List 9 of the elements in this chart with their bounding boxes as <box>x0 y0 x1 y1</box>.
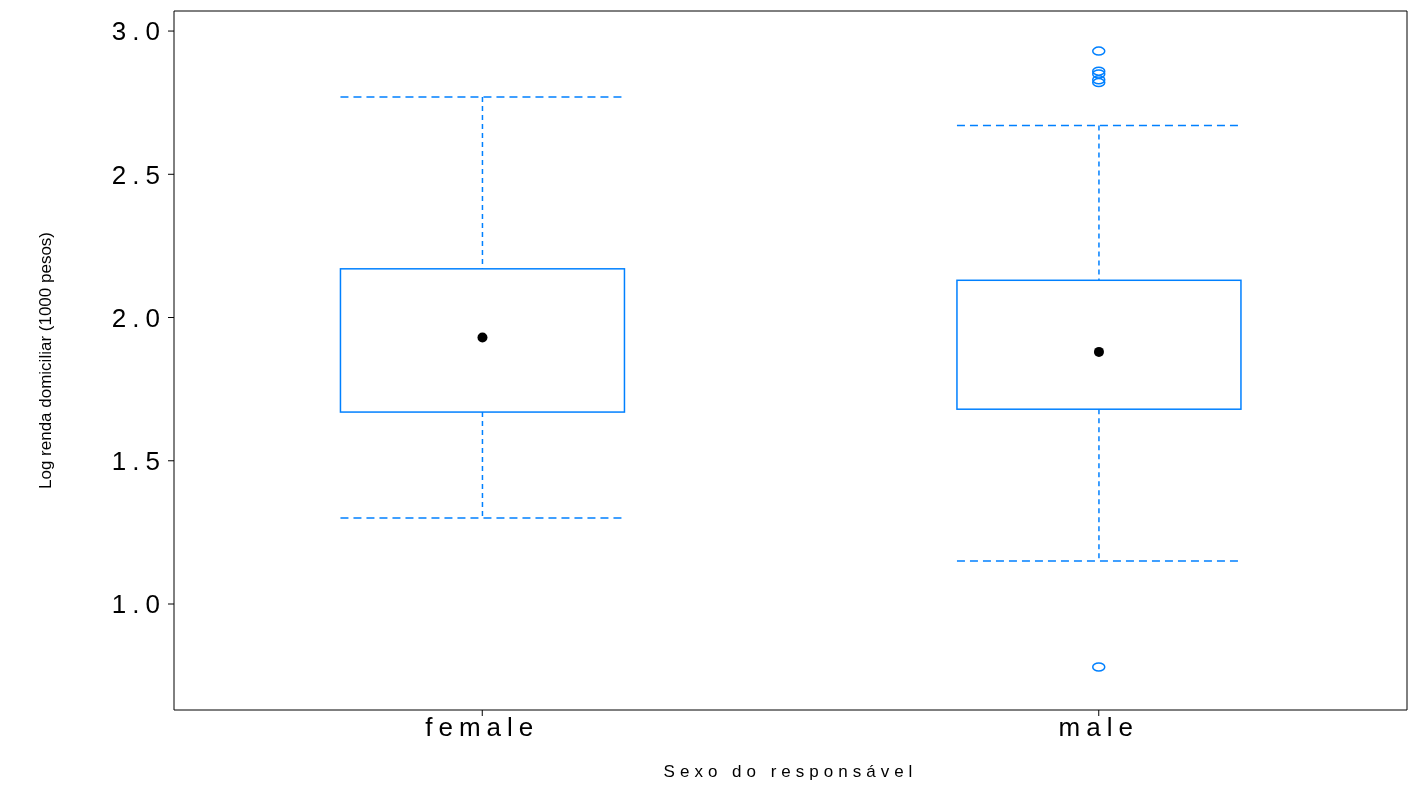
y-tick-label: 2.0 <box>111 302 166 333</box>
y-axis-title: Log renda domiciliar (1000 pesos) <box>36 231 56 490</box>
x-tick-label: male <box>1058 712 1139 743</box>
x-axis-title: Sexo do responsável <box>663 762 918 781</box>
y-tick-label: 2.5 <box>111 159 166 190</box>
y-tick-label: 1.0 <box>111 589 166 620</box>
y-tick-label: 3.0 <box>111 16 166 47</box>
y-tick-label: 1.5 <box>111 446 166 476</box>
x-tick-label: female <box>425 712 540 743</box>
